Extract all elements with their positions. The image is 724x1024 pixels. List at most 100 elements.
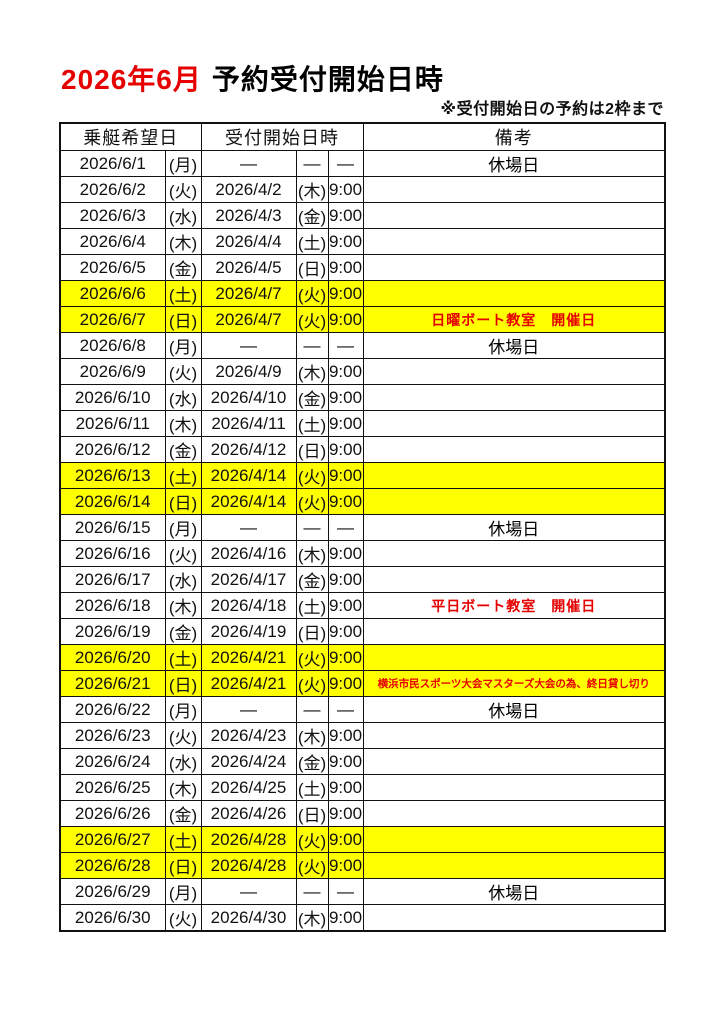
desired-date-cell: 2026/6/24 bbox=[59, 748, 166, 775]
desired-date-cell: 2026/6/9 bbox=[59, 358, 166, 385]
col-header-reception-start: 受付開始日時 bbox=[200, 122, 364, 151]
desired-date-cell: 2026/6/30 bbox=[59, 904, 166, 932]
table-row: 2026/6/5 (金) 2026/4/5 (日) 9:00 bbox=[59, 254, 666, 281]
desired-dow-cell: (土) bbox=[164, 826, 202, 853]
start-time-cell: 9:00 bbox=[327, 852, 364, 879]
start-dow-cell: (金) bbox=[295, 566, 329, 593]
remark-cell bbox=[362, 722, 666, 749]
remark-cell bbox=[362, 644, 666, 671]
remark-cell bbox=[362, 540, 666, 567]
remark-cell bbox=[362, 436, 666, 463]
table-row: 2026/6/22 (月) — — — 休場日 bbox=[59, 696, 666, 723]
desired-date-cell: 2026/6/12 bbox=[59, 436, 166, 463]
start-dow-cell: (火) bbox=[295, 488, 329, 515]
desired-dow-cell: (金) bbox=[164, 618, 202, 645]
desired-dow-cell: (金) bbox=[164, 800, 202, 827]
table-row: 2026/6/28 (日) 2026/4/28 (火) 9:00 bbox=[59, 852, 666, 879]
start-date-cell: 2026/4/14 bbox=[200, 462, 297, 489]
start-dow-cell: (火) bbox=[295, 670, 329, 697]
start-time-cell: — bbox=[327, 878, 364, 905]
remark-cell bbox=[362, 800, 666, 827]
start-dow-cell: (木) bbox=[295, 722, 329, 749]
desired-dow-cell: (月) bbox=[164, 878, 202, 905]
start-dow-cell: (土) bbox=[295, 410, 329, 437]
desired-date-cell: 2026/6/27 bbox=[59, 826, 166, 853]
start-time-cell: 9:00 bbox=[327, 748, 364, 775]
remark-cell bbox=[362, 774, 666, 801]
start-date-cell: 2026/4/24 bbox=[200, 748, 297, 775]
desired-date-cell: 2026/6/3 bbox=[59, 202, 166, 229]
start-date-cell: 2026/4/2 bbox=[200, 176, 297, 203]
remark-cell: 休場日 bbox=[362, 332, 666, 359]
desired-date-cell: 2026/6/18 bbox=[59, 592, 166, 619]
start-dow-cell: (火) bbox=[295, 644, 329, 671]
start-date-cell: — bbox=[200, 332, 297, 359]
start-dow-cell: (火) bbox=[295, 462, 329, 489]
remark-cell bbox=[362, 176, 666, 203]
start-time-cell: 9:00 bbox=[327, 202, 364, 229]
desired-date-cell: 2026/6/13 bbox=[59, 462, 166, 489]
desired-dow-cell: (月) bbox=[164, 150, 202, 177]
start-date-cell: 2026/4/4 bbox=[200, 228, 297, 255]
desired-date-cell: 2026/6/17 bbox=[59, 566, 166, 593]
table-row: 2026/6/24 (水) 2026/4/24 (金) 9:00 bbox=[59, 748, 666, 775]
table-row: 2026/6/9 (火) 2026/4/9 (木) 9:00 bbox=[59, 358, 666, 385]
start-time-cell: 9:00 bbox=[327, 176, 364, 203]
start-dow-cell: (木) bbox=[295, 540, 329, 567]
remark-cell bbox=[362, 488, 666, 515]
start-time-cell: 9:00 bbox=[327, 670, 364, 697]
start-dow-cell: — bbox=[295, 150, 329, 177]
title-month: 2026年6月 bbox=[61, 64, 202, 95]
table-row: 2026/6/6 (土) 2026/4/7 (火) 9:00 bbox=[59, 280, 666, 307]
page-title: 2026年6月 予約受付開始日時 bbox=[61, 58, 444, 98]
desired-date-cell: 2026/6/20 bbox=[59, 644, 166, 671]
table-row: 2026/6/14 (日) 2026/4/14 (火) 9:00 bbox=[59, 488, 666, 515]
start-date-cell: 2026/4/26 bbox=[200, 800, 297, 827]
start-date-cell: 2026/4/19 bbox=[200, 618, 297, 645]
desired-date-cell: 2026/6/14 bbox=[59, 488, 166, 515]
remark-cell bbox=[362, 852, 666, 879]
table-row: 2026/6/17 (水) 2026/4/17 (金) 9:00 bbox=[59, 566, 666, 593]
table-row: 2026/6/11 (木) 2026/4/11 (土) 9:00 bbox=[59, 410, 666, 437]
table-row: 2026/6/16 (火) 2026/4/16 (木) 9:00 bbox=[59, 540, 666, 567]
start-date-cell: 2026/4/10 bbox=[200, 384, 297, 411]
start-date-cell: 2026/4/14 bbox=[200, 488, 297, 515]
start-date-cell: 2026/4/28 bbox=[200, 852, 297, 879]
start-dow-cell: (金) bbox=[295, 202, 329, 229]
table-row: 2026/6/25 (木) 2026/4/25 (土) 9:00 bbox=[59, 774, 666, 801]
table-row: 2026/6/2 (火) 2026/4/2 (木) 9:00 bbox=[59, 176, 666, 203]
desired-dow-cell: (水) bbox=[164, 384, 202, 411]
remark-cell bbox=[362, 462, 666, 489]
desired-dow-cell: (水) bbox=[164, 566, 202, 593]
desired-dow-cell: (火) bbox=[164, 722, 202, 749]
start-dow-cell: (金) bbox=[295, 748, 329, 775]
remark-cell bbox=[362, 254, 666, 281]
desired-date-cell: 2026/6/6 bbox=[59, 280, 166, 307]
desired-date-cell: 2026/6/16 bbox=[59, 540, 166, 567]
start-date-cell: 2026/4/16 bbox=[200, 540, 297, 567]
start-time-cell: — bbox=[327, 696, 364, 723]
desired-dow-cell: (火) bbox=[164, 176, 202, 203]
desired-dow-cell: (土) bbox=[164, 462, 202, 489]
desired-date-cell: 2026/6/26 bbox=[59, 800, 166, 827]
start-time-cell: 9:00 bbox=[327, 826, 364, 853]
desired-dow-cell: (木) bbox=[164, 410, 202, 437]
desired-dow-cell: (月) bbox=[164, 696, 202, 723]
start-date-cell: 2026/4/7 bbox=[200, 280, 297, 307]
start-dow-cell: (土) bbox=[295, 592, 329, 619]
start-time-cell: 9:00 bbox=[327, 280, 364, 307]
start-time-cell: 9:00 bbox=[327, 644, 364, 671]
start-time-cell: 9:00 bbox=[327, 592, 364, 619]
start-time-cell: — bbox=[327, 514, 364, 541]
start-date-cell: 2026/4/21 bbox=[200, 670, 297, 697]
desired-date-cell: 2026/6/21 bbox=[59, 670, 166, 697]
remark-cell: 平日ボート教室 開催日 bbox=[362, 592, 666, 619]
start-dow-cell: (土) bbox=[295, 774, 329, 801]
remark-cell: 休場日 bbox=[362, 150, 666, 177]
remark-cell bbox=[362, 202, 666, 229]
remark-cell bbox=[362, 618, 666, 645]
table-row: 2026/6/23 (火) 2026/4/23 (木) 9:00 bbox=[59, 722, 666, 749]
start-time-cell: — bbox=[327, 332, 364, 359]
start-time-cell: 9:00 bbox=[327, 488, 364, 515]
